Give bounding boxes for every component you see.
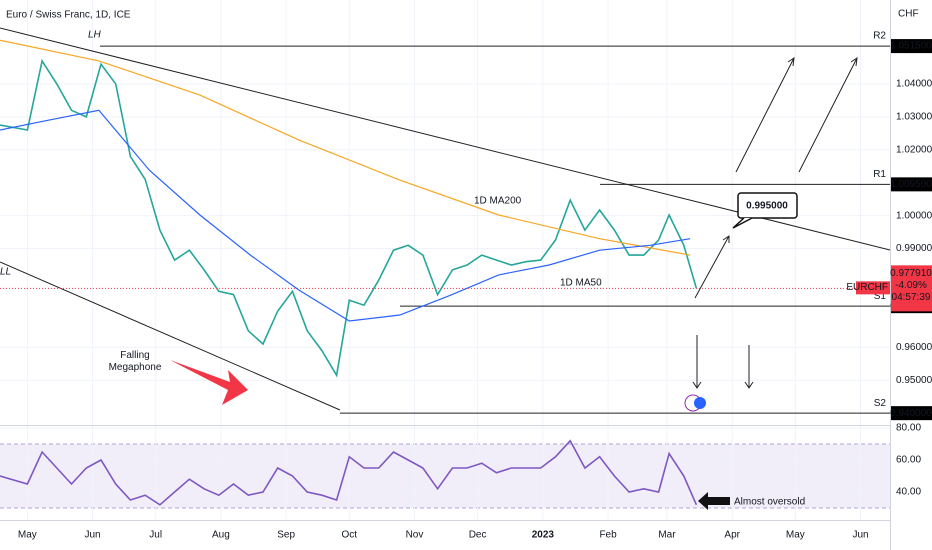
level-label: 1.051500 — [890, 41, 932, 52]
event-icon — [694, 397, 706, 409]
axis-border — [0, 520, 890, 521]
y-tick-label: 40.00 — [896, 487, 921, 498]
level-name: R2 — [873, 31, 886, 42]
x-tick-label: Dec — [469, 530, 487, 541]
annotation: Almost oversold — [734, 497, 805, 508]
y-tick-label: 1.000000 — [896, 210, 932, 221]
target-callout — [737, 192, 798, 219]
x-tick-label: Aug — [212, 530, 230, 541]
level-name: S2 — [874, 398, 887, 409]
y-tick-label: 60.00 — [896, 455, 921, 466]
x-tick-label: Sep — [277, 530, 295, 541]
price-change: -4.09% — [895, 280, 927, 291]
level-badge — [891, 177, 932, 192]
y-unit: CHF — [898, 9, 919, 20]
x-tick-label: Jul — [149, 530, 162, 541]
annotation: LL — [0, 267, 11, 278]
last-price-name: EURCHF — [846, 282, 888, 293]
x-tick-label: Oct — [341, 530, 357, 541]
level-badge — [891, 39, 932, 54]
y-tick-label: 0.990000 — [896, 243, 932, 254]
axis-border — [890, 0, 891, 550]
level-label: 1.009500 — [890, 179, 932, 190]
countdown: 04:57:39 — [892, 292, 931, 303]
projection-arrows — [692, 56, 858, 389]
megaphone-arrow — [170, 360, 248, 405]
x-tick-label: Mar — [658, 530, 676, 541]
level-name: R1 — [873, 169, 886, 180]
y-tick-label: 1.020000 — [896, 144, 932, 155]
x-tick-label: Nov — [406, 530, 424, 541]
x-tick-label: May — [18, 530, 37, 541]
x-tick-label: Jun — [85, 530, 101, 541]
annotation: 0.995000 — [746, 201, 788, 212]
level-name: S1 — [874, 291, 887, 302]
last-price-badge — [891, 265, 932, 312]
name-badge — [856, 281, 890, 295]
x-tick-label: Jun — [852, 530, 868, 541]
last-price-label: 0.977910 — [890, 268, 932, 279]
series-label: 1D MA50 — [560, 278, 602, 289]
chart-title: Euro / Swiss Franc, 1D, ICE — [6, 10, 131, 21]
pane-separator — [0, 425, 890, 426]
x-tick-label: Feb — [599, 530, 617, 541]
x-tick-label: May — [786, 530, 805, 541]
series-line — [0, 439, 698, 506]
x-tick-label: Apr — [724, 530, 740, 541]
oversold-arrow — [698, 492, 730, 510]
y-tick-label: 1.040000 — [896, 79, 932, 90]
series-line — [0, 39, 691, 256]
annotation: LH — [88, 30, 102, 41]
y-tick-label: 1.030000 — [896, 112, 932, 123]
series-label: 1D MA200 — [474, 196, 522, 207]
series-line — [0, 109, 691, 322]
y-tick-label: 80.00 — [896, 423, 921, 434]
level-label: 0.940000 — [890, 408, 932, 419]
lower-trendline — [0, 261, 341, 411]
x-tick-label: 2023 — [532, 530, 555, 541]
level-badge — [891, 406, 932, 421]
annotation: Falling Megaphone — [109, 350, 162, 373]
callout-pointer — [732, 217, 753, 229]
